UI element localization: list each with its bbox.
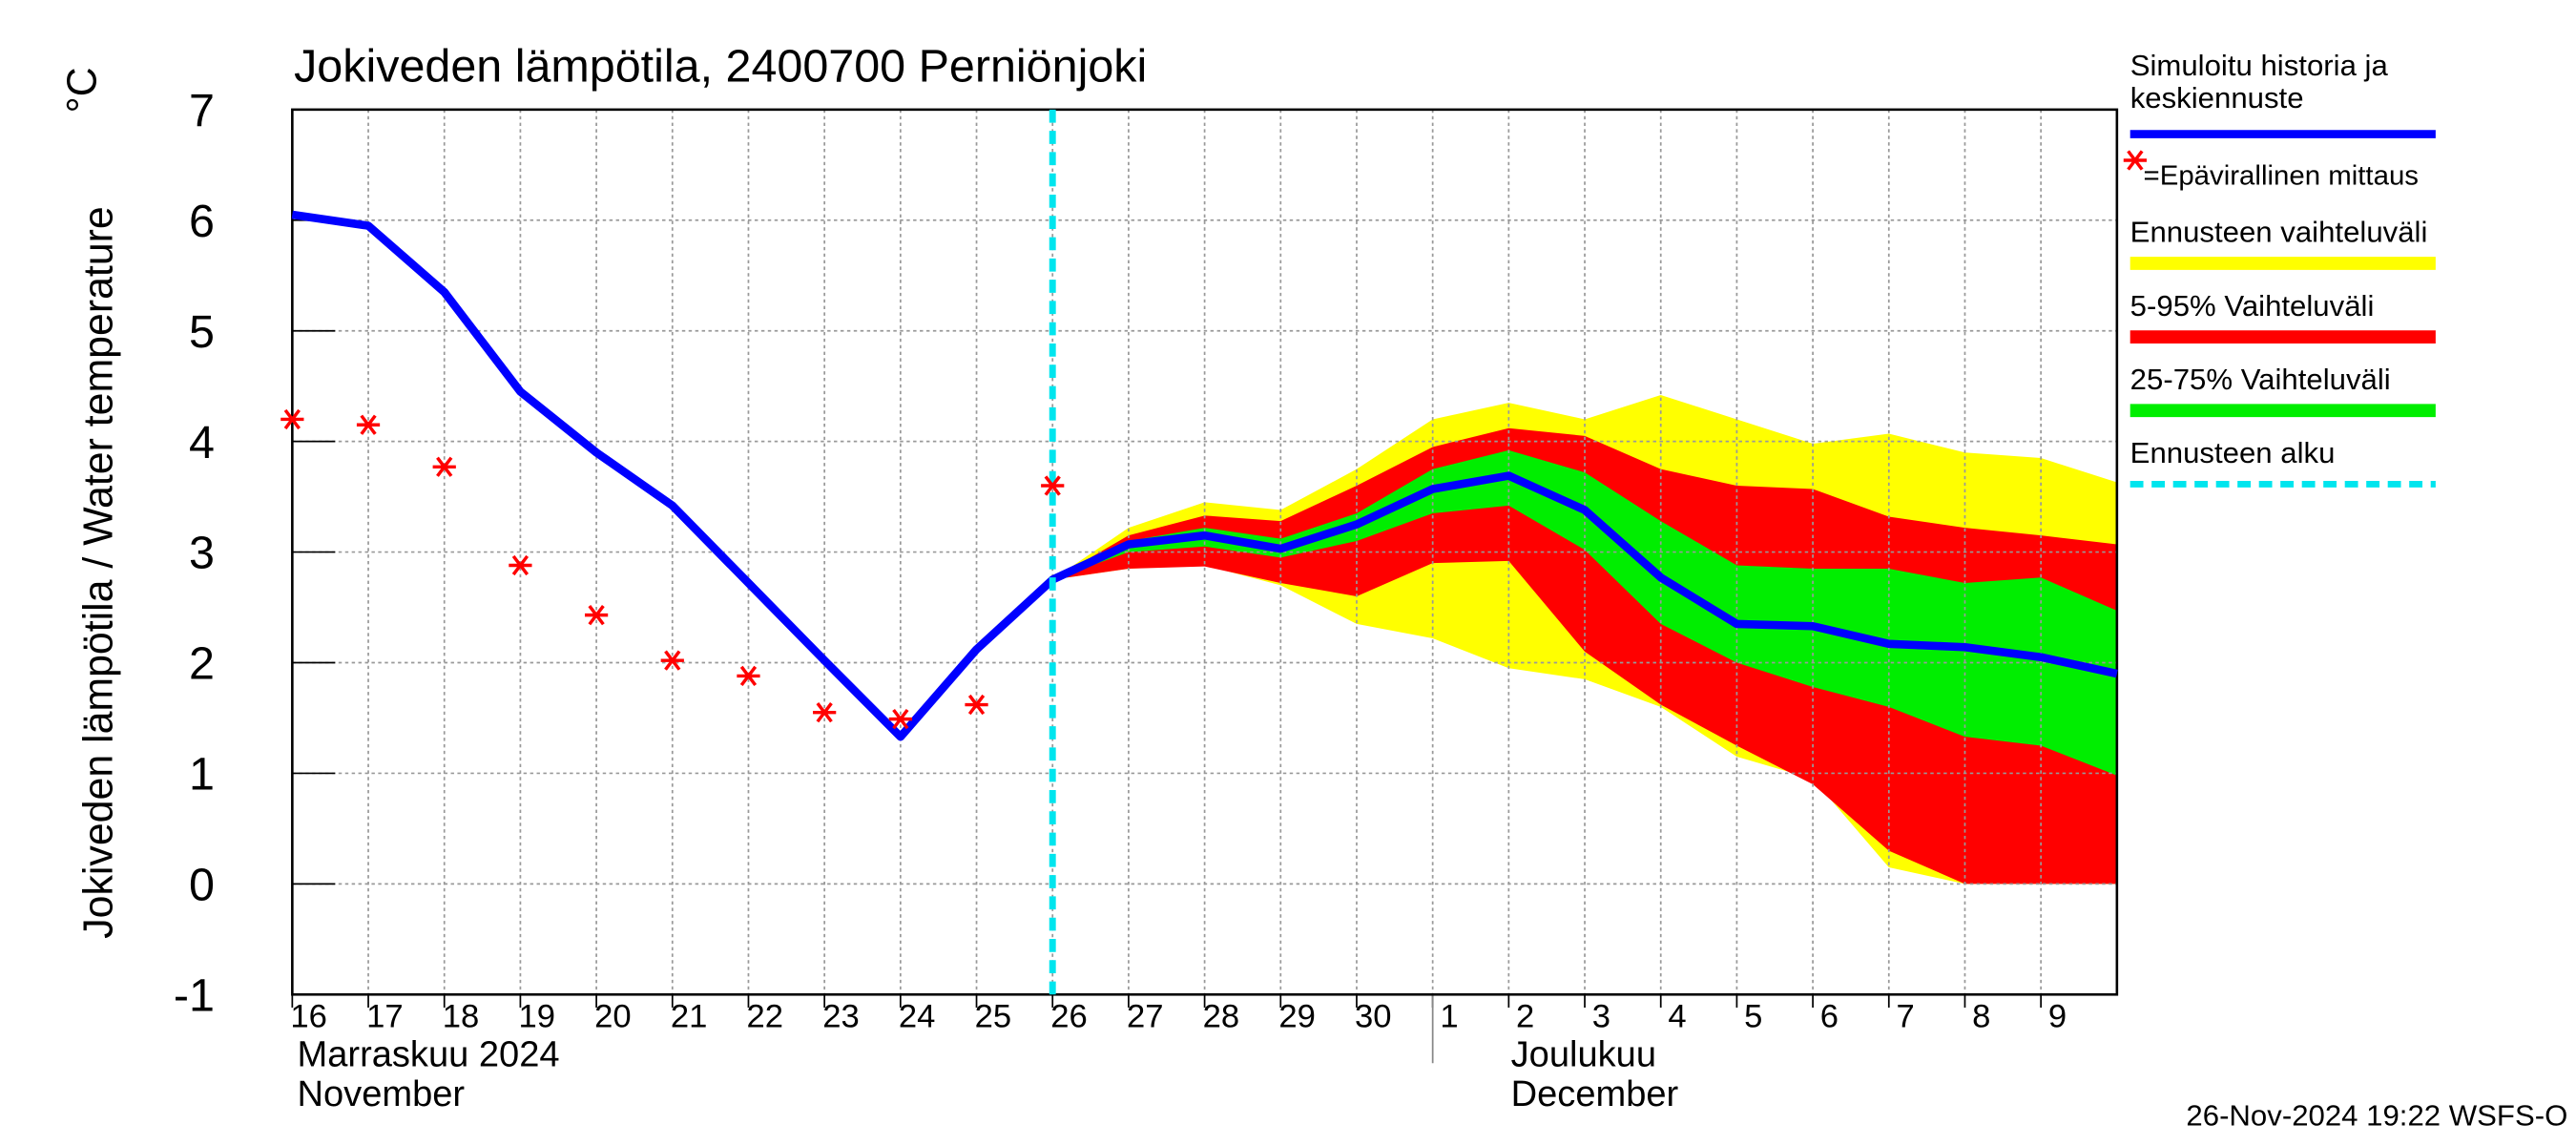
legend-label: =Epävirallinen mittaus bbox=[2144, 160, 2419, 192]
month-label: December bbox=[1511, 1074, 1679, 1114]
x-tick-label: 28 bbox=[1203, 999, 1239, 1035]
y-tick-label: 5 bbox=[189, 306, 215, 358]
legend-swatch bbox=[2123, 150, 2147, 171]
x-tick-label: 6 bbox=[1820, 999, 1839, 1035]
y-tick-label: 4 bbox=[189, 417, 215, 468]
x-tick-label: 22 bbox=[747, 999, 783, 1035]
y-tick-label: 2 bbox=[189, 638, 215, 690]
x-tick-label: 5 bbox=[1744, 999, 1762, 1035]
legend-label: 25-75% Vaihteluväli bbox=[2130, 363, 2391, 396]
x-tick-label: 25 bbox=[975, 999, 1011, 1035]
plot-frame bbox=[291, 108, 2119, 996]
observation bbox=[660, 650, 684, 671]
month-label: Joulukuu bbox=[1511, 1035, 1656, 1075]
observation bbox=[813, 702, 837, 723]
month-label: November bbox=[298, 1074, 466, 1114]
x-tick-label: 23 bbox=[822, 999, 859, 1035]
x-tick-label: 21 bbox=[671, 999, 707, 1035]
x-tick-label: 24 bbox=[899, 999, 935, 1035]
x-tick-label: 7 bbox=[1896, 999, 1914, 1035]
observation bbox=[737, 665, 760, 687]
x-tick-label: 18 bbox=[443, 999, 479, 1035]
observation bbox=[965, 694, 988, 716]
observation bbox=[356, 414, 381, 435]
y-tick-label: 3 bbox=[189, 528, 215, 579]
x-tick-label: 9 bbox=[2048, 999, 2067, 1035]
y-tick-label: 1 bbox=[189, 749, 215, 801]
observation bbox=[584, 605, 609, 626]
footer: 26-Nov-2024 19:22 WSFS-O bbox=[2186, 1099, 2567, 1133]
chart-title: Jokiveden lämpötila, 2400700 Perniönjoki bbox=[294, 41, 1147, 93]
y-tick-label: 7 bbox=[189, 85, 215, 136]
observation bbox=[509, 554, 532, 576]
x-tick-label: 1 bbox=[1440, 999, 1458, 1035]
legend-label: Ennusteen alku bbox=[2130, 436, 2336, 469]
x-tick-label: 4 bbox=[1668, 999, 1686, 1035]
x-tick-label: 30 bbox=[1355, 999, 1391, 1035]
plot bbox=[1052, 394, 2117, 885]
x-tick-label: 3 bbox=[1592, 999, 1610, 1035]
legend-label: Ennusteen vaihteluväli bbox=[2130, 216, 2428, 249]
x-tick-label: 27 bbox=[1127, 999, 1163, 1035]
y-tick-label: -1 bbox=[174, 970, 215, 1022]
band bbox=[1052, 449, 2117, 776]
x-tick-label: 17 bbox=[366, 999, 403, 1035]
legend-label: 5-95% Vaihteluväli bbox=[2130, 289, 2375, 323]
x-tick-label: 8 bbox=[1972, 999, 1990, 1035]
y-axis-unit: °C bbox=[59, 67, 105, 113]
legend-label: Simuloitu historia ja keskiennuste bbox=[2129, 49, 2388, 114]
x-tick-label: 26 bbox=[1050, 999, 1087, 1035]
x-tick-label: 29 bbox=[1278, 999, 1315, 1035]
legend-label: Simuloitu historia ja keskiennuste bbox=[2129, 49, 2388, 114]
x-tick-label: 16 bbox=[290, 999, 326, 1035]
x-tick-label: 20 bbox=[594, 999, 631, 1035]
y-tick-label: 0 bbox=[189, 860, 215, 911]
observation bbox=[888, 708, 912, 730]
observation bbox=[432, 456, 456, 477]
y-tick-label: 6 bbox=[189, 196, 215, 247]
month-label: Marraskuu 2024 bbox=[298, 1035, 560, 1075]
y-axis-label: Jokiveden lämpötila / Water temperature bbox=[76, 206, 122, 939]
x-tick-label: 2 bbox=[1516, 999, 1534, 1035]
x-tick-label: 19 bbox=[518, 999, 554, 1035]
line bbox=[291, 210, 2118, 741]
observation bbox=[280, 408, 304, 430]
observation bbox=[1041, 475, 1065, 496]
